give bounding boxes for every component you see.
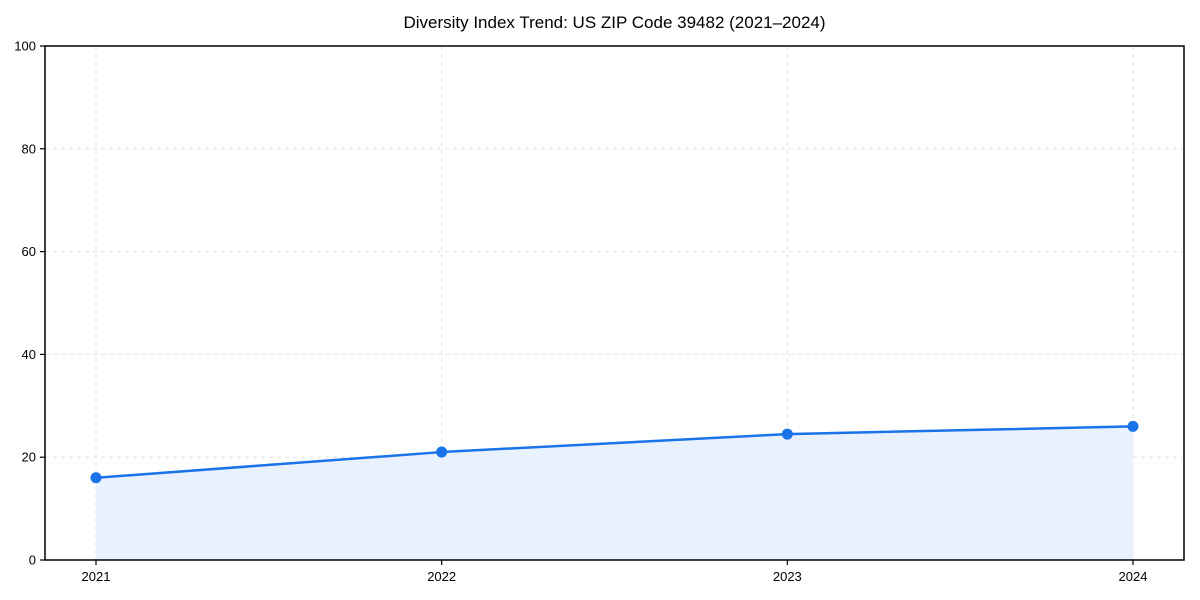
trend-line [94,425,1135,480]
x-tick-label: 2022 [427,569,456,584]
chart-title: Diversity Index Trend: US ZIP Code 39482… [403,13,826,32]
y-tick-label: 20 [22,450,36,465]
data-point [781,428,793,440]
y-tick-label: 80 [22,141,36,156]
area-fill [96,426,1133,560]
x-tick-label: 2021 [82,569,111,584]
data-point [1127,420,1139,432]
tick-marks [40,45,1134,565]
data-points [90,420,1139,484]
line [94,425,1135,480]
x-tick-label: 2024 [1119,569,1148,584]
data-point [436,446,448,458]
y-tick-label: 0 [29,553,36,568]
axis-frame [44,45,1185,561]
y-tick-label: 40 [22,347,36,362]
x-tick-label: 2023 [773,569,802,584]
area [96,426,1133,560]
y-tick-label: 60 [22,244,36,259]
data-point [90,472,102,484]
y-tick-labels: 0 20 40 60 80 100 [14,39,36,568]
x-tick-labels: 2021 2022 2023 2024 [82,569,1148,584]
y-tick-label: 100 [14,39,36,54]
frame [44,45,1185,561]
